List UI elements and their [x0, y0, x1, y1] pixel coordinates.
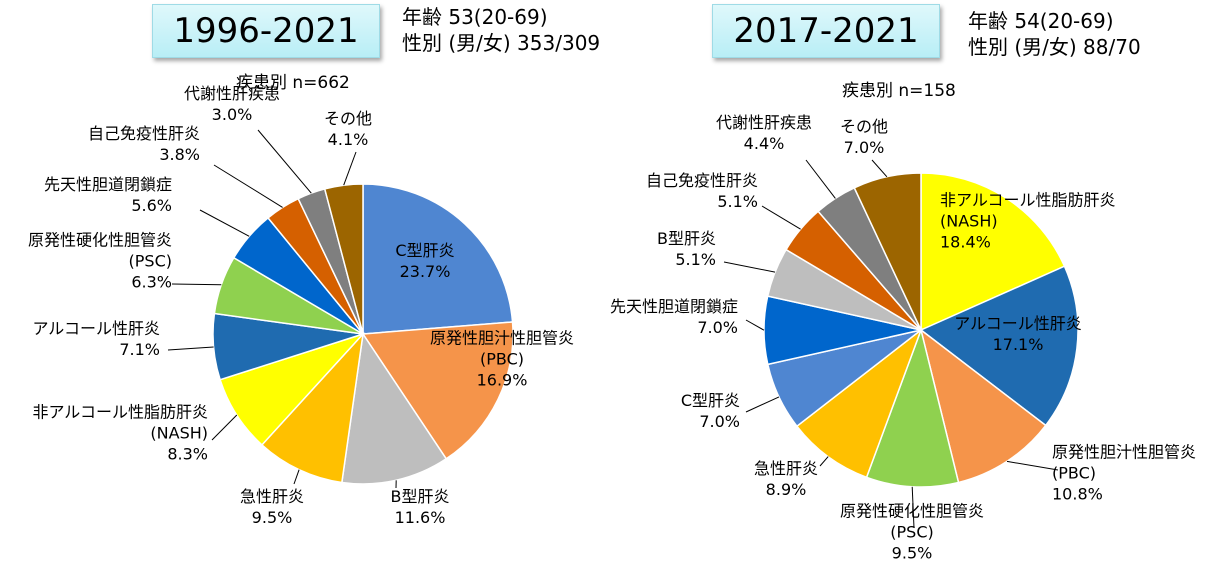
slice-value-label: 10.8%	[1052, 485, 1103, 504]
demographics: 年齢 54(20-69) 性別 (男/女) 88/70	[968, 8, 1141, 60]
slice-category-label: アルコール性肝炎	[32, 319, 160, 338]
pie-chart: C型肝炎 23.7% 原発性胆汁性胆管炎 (PBC) 16.9% B型肝炎 11.6% 急性肝…	[28, 84, 574, 527]
slice-value-label: 4.1%	[328, 130, 369, 149]
pie-slice	[361, 321, 514, 460]
leader-line	[911, 486, 915, 529]
pie-slice	[920, 172, 1066, 332]
slice-value-label: 7.0%	[844, 138, 885, 157]
slice-category-label: 非アルコール性脂肪肝炎	[940, 191, 1116, 210]
period-title: 2017-2021	[712, 4, 940, 58]
leader-line	[745, 319, 765, 331]
slice-category-label: C型肝炎	[395, 241, 454, 260]
slice-category-label: (NASH)	[150, 424, 208, 443]
slice-value-label: 9.5%	[892, 544, 933, 563]
pie-slice	[865, 327, 960, 488]
slice-category-label: 代謝性肝疾患	[716, 113, 812, 132]
age-line: 年齢 53(20-69)	[402, 5, 548, 29]
leader-line	[213, 164, 283, 208]
pie-slice	[795, 327, 923, 479]
slice-category-label: 自己免疫性肝炎	[646, 171, 758, 190]
slice-category-label: 原発性胆汁性胆管炎	[1052, 443, 1196, 462]
slice-category-label: (NASH)	[940, 212, 998, 231]
pie-slice	[919, 265, 1079, 427]
slice-value-label: 3.0%	[212, 105, 253, 124]
leader-line	[171, 283, 222, 286]
chart-subtitle: 疾患別 n=662	[236, 73, 350, 93]
leader-line	[871, 159, 888, 178]
slice-category-label: 原発性硬化性胆管炎	[840, 502, 984, 521]
leader-line	[805, 159, 836, 199]
slice-category-label: 自己免疫性肝炎	[88, 124, 200, 143]
slice-category-label: (PSC)	[129, 252, 172, 271]
leader-line	[819, 456, 829, 467]
leader-line	[211, 414, 238, 441]
demographics: 年齢 53(20-69) 性別 (男/女) 353/309	[402, 4, 600, 56]
slice-value-label: 11.6%	[395, 508, 446, 527]
pie-slice	[323, 183, 364, 335]
pie-slice	[260, 331, 365, 484]
slice-value-label: 8.9%	[766, 480, 807, 499]
slice-value-label: 5.1%	[675, 250, 716, 269]
slice-category-label: 原発性硬化性胆管炎	[28, 231, 172, 250]
slice-category-label: 非アルコール性脂肪肝炎	[32, 403, 208, 422]
slice-category-label: 代謝性肝疾患	[184, 84, 280, 103]
slice-value-label: 4.4%	[744, 134, 785, 153]
slice-value-label: 8.3%	[167, 445, 208, 464]
slice-category-label: アルコール性肝炎	[954, 314, 1082, 333]
slice-value-label: 3.8%	[159, 145, 200, 164]
slice-value-label: 18.4%	[940, 233, 991, 252]
slice-category-label: (PBC)	[480, 350, 524, 369]
sex-line: 性別 (男/女) 353/309	[402, 31, 601, 55]
slice-category-label: 急性肝炎	[754, 459, 818, 478]
leader-line	[167, 346, 214, 351]
leader-line	[199, 209, 250, 237]
slice-category-label: 先天性胆道閉鎖症	[44, 175, 172, 194]
slice-category-label: B型肝炎	[657, 229, 716, 248]
slice-value-label: 5.1%	[717, 192, 758, 211]
slice-category-label: その他	[324, 109, 372, 128]
pie-slice	[362, 183, 514, 335]
slice-category-label: 原発性胆汁性胆管炎	[430, 329, 574, 348]
leader-line	[293, 469, 300, 485]
slice-value-label: 5.6%	[131, 196, 172, 215]
slice-category-label: 先天性胆道閉鎖症	[610, 297, 738, 316]
slice-category-label: 急性肝炎	[240, 487, 304, 506]
slice-value-label: 23.7%	[400, 262, 451, 281]
pie-chart: 非アルコール性脂肪肝炎 (NASH) 18.4% アルコール性肝炎 17.1% 原発性胆汁…	[610, 113, 1196, 563]
leader-line	[761, 205, 801, 230]
slice-category-label: その他	[840, 117, 888, 136]
slice-category-label: C型肝炎	[681, 391, 740, 410]
leader-line	[257, 129, 312, 194]
pie-slice	[853, 172, 922, 331]
slice-value-label: 6.3%	[131, 273, 172, 292]
leader-line	[723, 261, 776, 273]
age-line: 年齢 54(20-69)	[968, 9, 1114, 33]
sex-line: 性別 (男/女) 88/70	[968, 35, 1141, 59]
slice-category-label: (PSC)	[890, 523, 933, 542]
slice-category-label: B型肝炎	[391, 487, 450, 506]
chart-panel-2017-2021: 2017-2021 年齢 54(20-69) 性別 (男/女) 88/70 疾患…	[610, 0, 1220, 586]
chart-panel-1996-2021: 1996-2021 年齢 53(20-69) 性別 (男/女) 353/309 …	[28, 4, 600, 527]
slice-value-label: 7.0%	[697, 318, 738, 337]
slice-value-label: 9.5%	[252, 508, 293, 527]
slice-value-label: 16.9%	[477, 371, 528, 390]
slice-value-label: 7.0%	[699, 412, 740, 431]
pie-slice	[340, 331, 448, 485]
leader-line	[1006, 460, 1059, 471]
slice-category-label: (PBC)	[1052, 464, 1096, 483]
slice-value-label: 17.1%	[993, 335, 1044, 354]
pie-slice	[919, 328, 1047, 484]
chart-subtitle: 疾患別 n=158	[842, 81, 956, 101]
leader-line	[745, 396, 780, 413]
leader-line	[343, 151, 357, 186]
period-title: 1996-2021	[152, 4, 380, 58]
slice-value-label: 7.1%	[119, 340, 160, 359]
